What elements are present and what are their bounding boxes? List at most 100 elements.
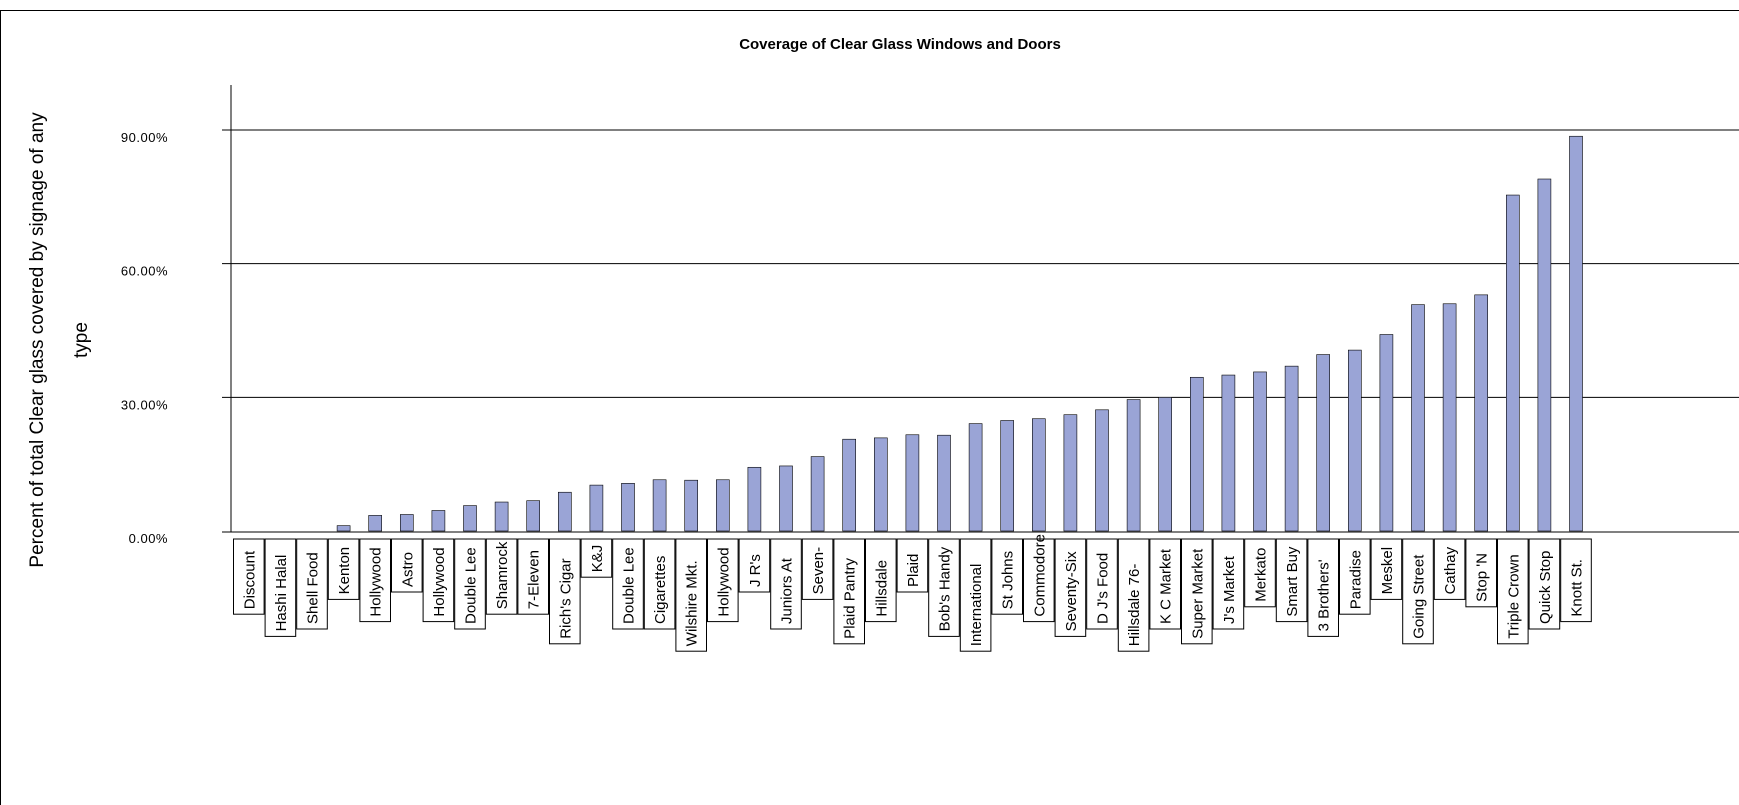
category-label-box: Discount [234, 539, 265, 614]
y-tick-label: 60.00% [121, 264, 168, 279]
bar [527, 501, 540, 531]
bar [1190, 377, 1203, 531]
category-label: Wilshire Mkt. [684, 560, 701, 646]
category-label: Plaid [905, 554, 922, 587]
bars [337, 136, 1582, 531]
category-label-box: K C Market [1150, 539, 1181, 629]
category-label: Smart Buy [1284, 546, 1301, 617]
bar [1285, 366, 1298, 531]
category-label: J R's [747, 554, 764, 587]
category-label: Hillsdale 76- [1126, 564, 1143, 647]
category-label-box: Bob's Handy [929, 539, 960, 636]
category-label-box: J R's [739, 539, 770, 592]
category-label: Knott St. [1569, 559, 1586, 617]
bar [1222, 375, 1235, 531]
category-label: Rich's Cigar [557, 558, 574, 638]
bar [1538, 179, 1551, 531]
bar [622, 483, 635, 531]
category-label-box: Seventy-Six [1055, 539, 1086, 636]
bar [653, 480, 666, 531]
bar [1475, 295, 1488, 531]
category-label: Going Street [1411, 554, 1428, 639]
category-label: Quick Stop [1537, 551, 1554, 624]
category-label: Commodore [1031, 534, 1048, 617]
y-tick-labels: 0.00%30.00%60.00%90.00% [121, 130, 168, 546]
category-label: Discount [241, 550, 258, 609]
bar [1506, 195, 1519, 531]
bar [748, 467, 761, 531]
category-label-box: D J's Food [1087, 539, 1118, 629]
bar [1380, 335, 1393, 531]
bar [1443, 304, 1456, 531]
category-label-box: 7-Eleven [518, 539, 549, 614]
category-label: Hollywood [715, 547, 732, 616]
category-label-box: J's Market [1213, 539, 1244, 629]
category-label-box: Super Market [1182, 539, 1213, 644]
category-label-box: St Johns [992, 539, 1023, 614]
bar [590, 485, 603, 531]
bar [969, 424, 982, 531]
category-label: Juniors At [779, 557, 796, 624]
category-label-box: Astro [392, 539, 423, 592]
bar [400, 515, 413, 531]
category-label-box: Hollywood [708, 539, 739, 622]
category-label: 7-Eleven [526, 550, 543, 609]
bar [1348, 350, 1361, 531]
category-label-box: Cathay [1434, 539, 1465, 599]
category-label-box: Meskel [1371, 539, 1402, 599]
category-label: Plaid Pantry [842, 557, 859, 638]
bar [1159, 397, 1172, 531]
category-label-box: Merkato [1245, 539, 1276, 607]
bar [938, 435, 951, 531]
category-label-box: International [960, 539, 991, 651]
category-label-box: Knott St. [1561, 539, 1592, 622]
category-label: Seven- [810, 547, 827, 595]
bar [464, 506, 477, 531]
category-label-box: Triple Crown [1498, 539, 1529, 644]
category-label: St Johns [1000, 551, 1017, 609]
category-label: Hashi Halal [273, 555, 290, 632]
bar [1412, 305, 1425, 531]
category-label: Triple Crown [1505, 554, 1522, 638]
category-label-box: Rich's Cigar [550, 539, 581, 644]
bar [1127, 400, 1140, 531]
category-label: 3 Brothers' [1316, 559, 1333, 631]
category-label-box: Hollywood [360, 539, 391, 622]
bar [874, 438, 887, 531]
category-label: Double Lee [621, 547, 638, 624]
bar [1254, 372, 1267, 531]
y-tick-label: 30.00% [121, 397, 168, 412]
category-label: Stop 'N [1474, 553, 1491, 602]
category-label-box: Commodore [1024, 534, 1055, 622]
category-label: International [968, 564, 985, 647]
bar [1317, 355, 1330, 531]
category-label-box: K&J [581, 539, 612, 577]
category-label: Kenton [336, 547, 353, 595]
category-label-box: Hashi Halal [265, 539, 296, 636]
bar [1064, 415, 1077, 531]
category-label: Hollywood [431, 547, 448, 616]
bar [780, 466, 793, 531]
category-label-box: Juniors At [771, 539, 802, 629]
category-label-box: Plaid Pantry [834, 539, 865, 644]
category-label-box: Hillsdale [866, 539, 897, 622]
y-tick-label: 0.00% [129, 531, 168, 546]
bar [1001, 421, 1014, 531]
category-label: Astro [399, 552, 416, 587]
category-label: Hillsdale [873, 560, 890, 617]
category-label: Seventy-Six [1063, 551, 1080, 632]
category-label-box: 3 Brothers' [1308, 539, 1339, 636]
category-label: Hollywood [368, 547, 385, 616]
category-label-box: Seven- [802, 539, 833, 599]
category-label: Cigarettes [652, 556, 669, 624]
bar [685, 480, 698, 531]
category-label-box: Wilshire Mkt. [676, 539, 707, 651]
category-label-box: Hollywood [423, 539, 454, 622]
category-label: J's Market [1221, 555, 1238, 624]
category-label: K&J [589, 545, 606, 573]
category-label-box: Quick Stop [1529, 539, 1560, 629]
category-label-box: Cigarettes [644, 539, 675, 629]
bar [843, 439, 856, 531]
category-label-box: Hillsdale 76- [1118, 539, 1149, 651]
